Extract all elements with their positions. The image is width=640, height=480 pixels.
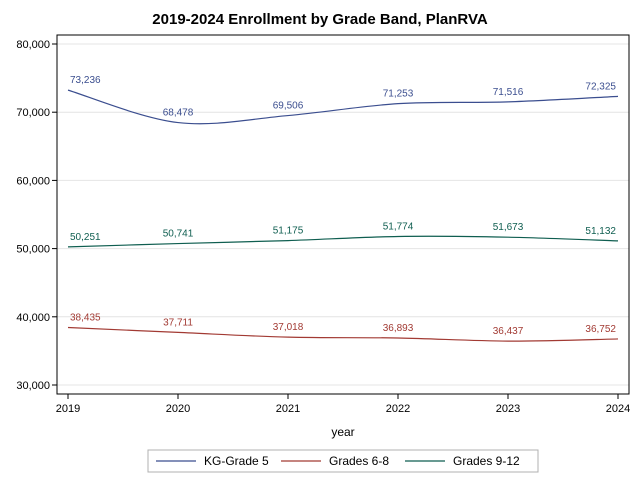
legend-entry-label: Grades 9-12 <box>453 454 520 468</box>
data-label: 71,516 <box>493 87 524 98</box>
x-axis: 2019 2020 2021 2022 2023 2024 <box>56 394 630 415</box>
gridlines <box>57 43 629 386</box>
x-tick-label: 2019 <box>56 403 80 415</box>
y-axis: 30,000 40,000 50,000 60,000 70,000 80,000 <box>16 39 57 392</box>
legend-entry-label: KG-Grade 5 <box>204 454 269 468</box>
y-tick-label: 50,000 <box>16 244 50 256</box>
data-label: 36,893 <box>383 323 414 334</box>
chart-title: 2019-2024 Enrollment by Grade Band, Plan… <box>152 11 488 28</box>
data-label: 71,253 <box>383 89 414 100</box>
series-line-3 <box>67 235 619 248</box>
x-tick-label: 2022 <box>386 403 410 415</box>
data-label: 51,175 <box>273 226 304 237</box>
series-line-1 <box>67 89 619 125</box>
data-label: 73,236 <box>70 75 101 86</box>
y-tick-label: 30,000 <box>16 380 50 392</box>
data-label: 36,437 <box>493 326 524 337</box>
data-label: 50,741 <box>163 229 194 240</box>
x-tick-label: 2024 <box>606 403 630 415</box>
data-label: 72,325 <box>585 81 616 92</box>
data-label: 37,711 <box>163 317 193 328</box>
y-tick-label: 70,000 <box>16 107 50 119</box>
data-label: 50,251 <box>70 232 101 243</box>
data-label: 69,506 <box>273 101 304 112</box>
series-lines <box>67 89 619 342</box>
data-label: 36,752 <box>585 324 616 335</box>
x-tick-label: 2020 <box>166 403 190 415</box>
series-line-2 <box>67 326 619 342</box>
data-label: 68,478 <box>163 108 194 119</box>
y-tick-label: 80,000 <box>16 39 50 51</box>
x-axis-title: year <box>331 425 354 439</box>
data-label: 51,774 <box>383 222 414 233</box>
data-label: 51,132 <box>585 226 616 237</box>
legend: KG-Grade 5 Grades 6-8 Grades 9-12 <box>147 449 539 473</box>
y-tick-label: 60,000 <box>16 175 50 187</box>
plot-area-frame <box>56 34 630 395</box>
y-tick-label: 40,000 <box>16 312 50 324</box>
legend-entry-label: Grades 6-8 <box>329 454 389 468</box>
x-tick-label: 2023 <box>496 403 520 415</box>
data-labels: 73,236 68,478 69,506 71,253 71,516 72,325 38,4… <box>70 75 616 337</box>
data-label: 38,435 <box>70 312 101 323</box>
data-label: 37,018 <box>273 322 304 333</box>
legend-frame <box>147 449 539 473</box>
data-label: 51,673 <box>493 222 524 233</box>
x-tick-label: 2021 <box>276 403 300 415</box>
